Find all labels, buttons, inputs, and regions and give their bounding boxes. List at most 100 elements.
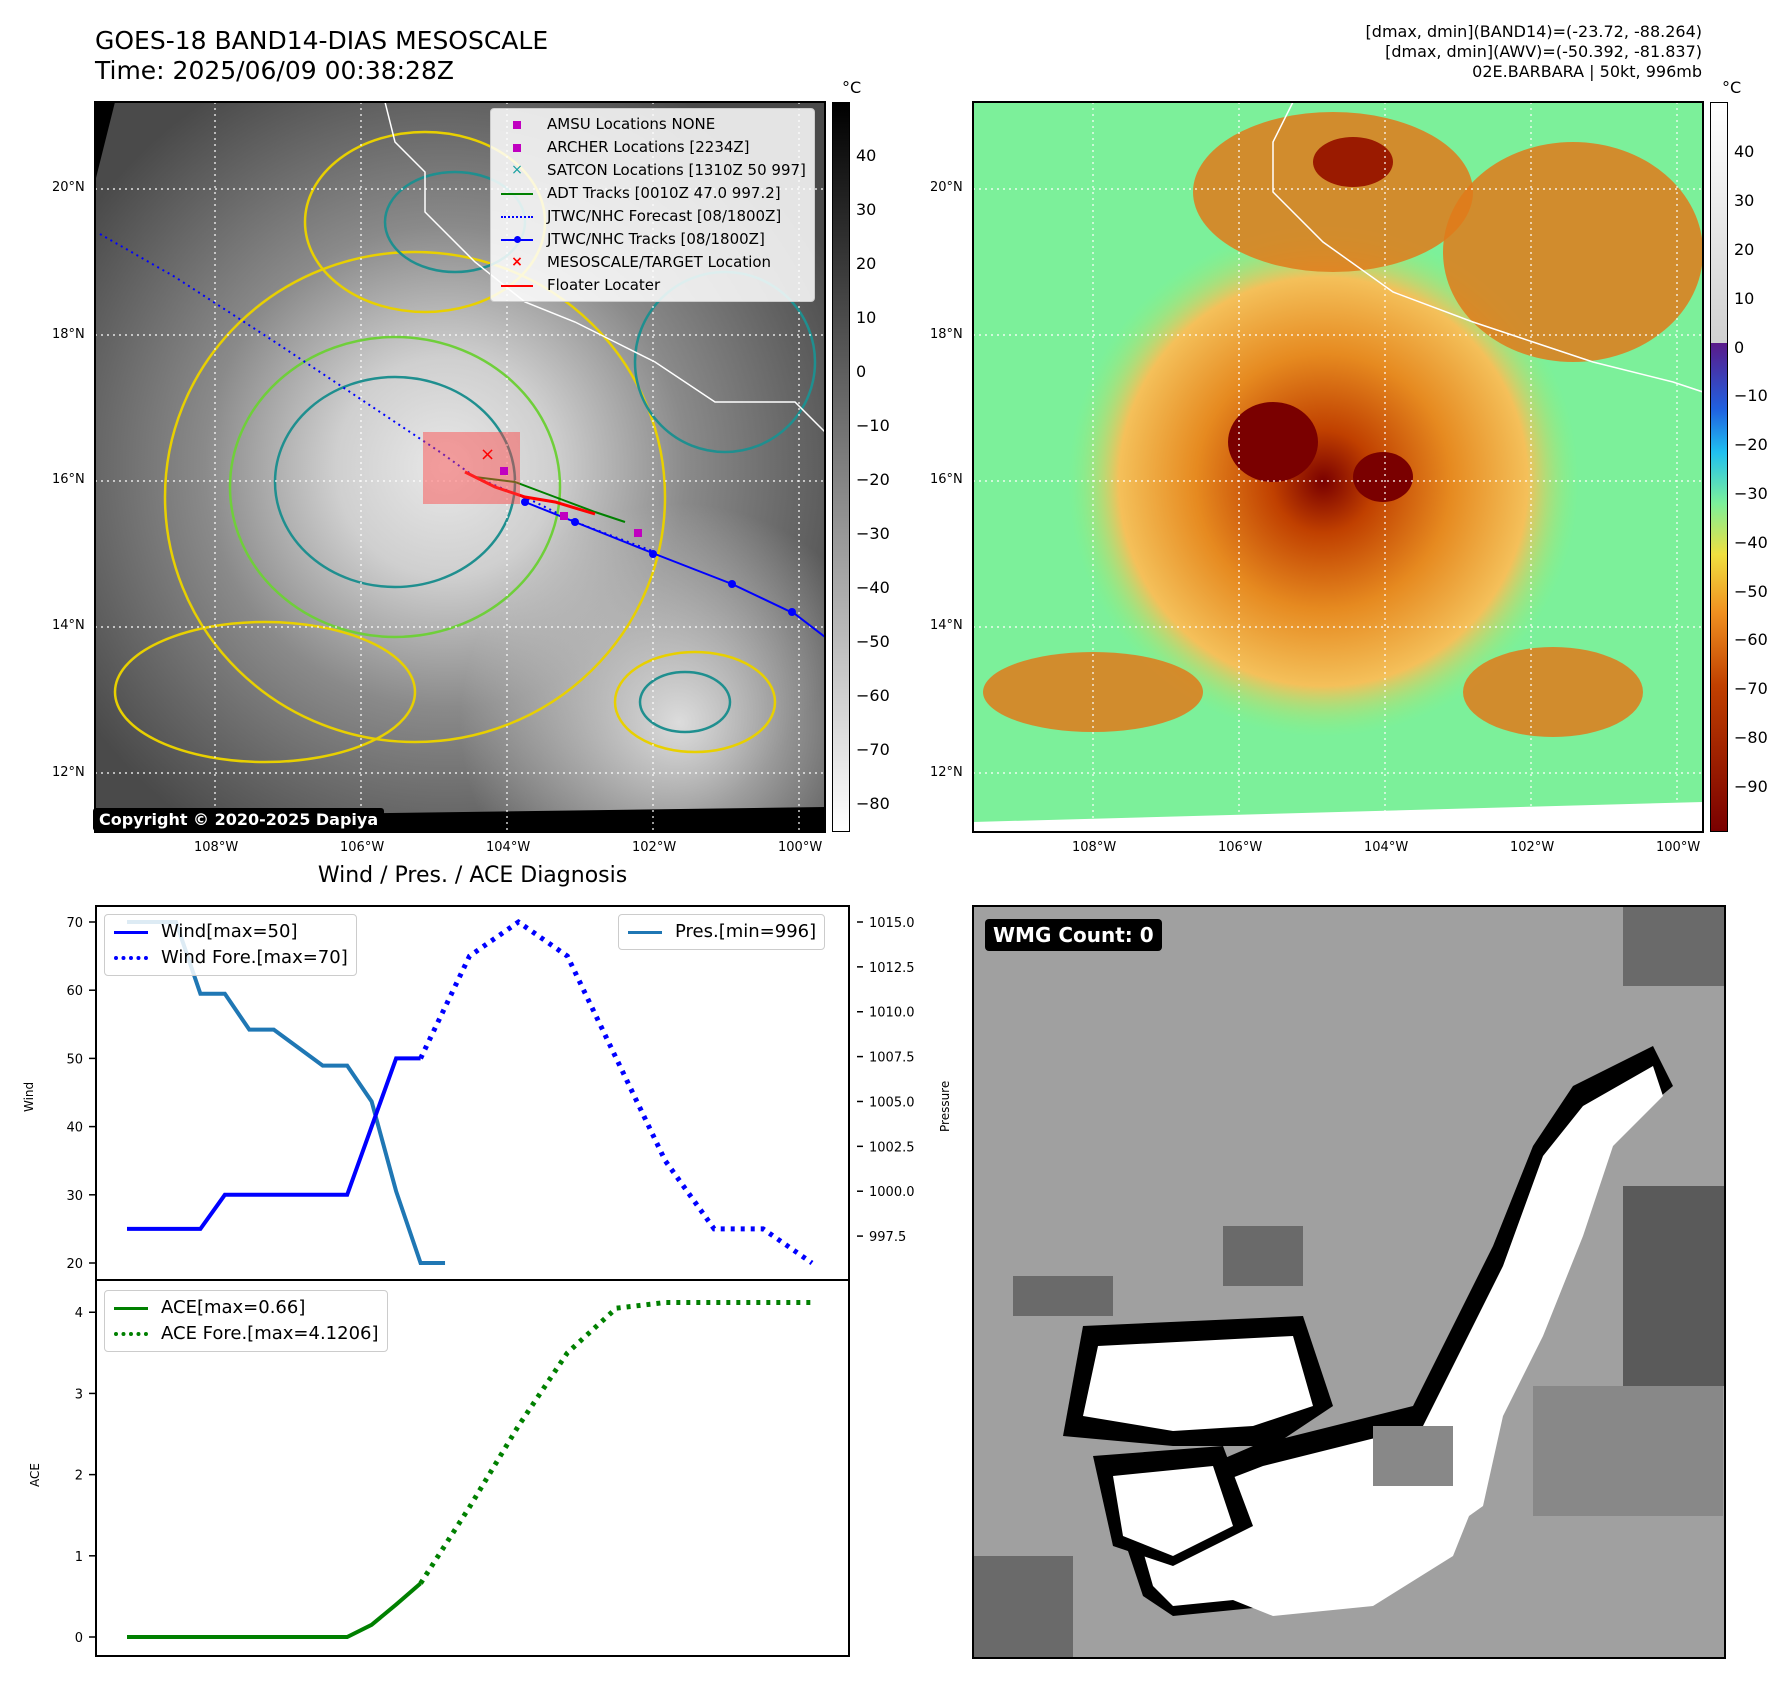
lon-label: 102°W: [632, 840, 677, 855]
wind-series-line: [127, 1056, 421, 1231]
colorbar-tick: −60: [1734, 630, 1768, 649]
legend-label: MESOSCALE/TARGET Location: [547, 253, 772, 271]
square-marker-icon: [499, 120, 535, 129]
legend-label: ARCHER Locations [2234Z]: [547, 138, 750, 156]
ace-tick-label: 4: [75, 1306, 83, 1321]
colorbar-tick: −70: [1734, 679, 1768, 698]
wind-legend: Wind[max=50] Wind Fore.[max=70]: [104, 914, 357, 976]
colorbar-tick: −50: [1734, 582, 1768, 601]
solid-line-icon: [113, 1306, 149, 1310]
colorbar-tick: 0: [856, 362, 867, 381]
colorbar-tick: −20: [856, 470, 890, 489]
ace-tick-label: 0: [75, 1631, 83, 1646]
dotted-line-icon: [113, 956, 149, 960]
lon-label: 106°W: [1218, 840, 1263, 855]
legend-label: ACE Fore.[max=4.1206]: [161, 1323, 379, 1344]
pressure-tick-label: 1002.5: [869, 1140, 915, 1155]
wind-tick-label: 40: [66, 1121, 83, 1136]
colorbar-tick: −20: [1734, 435, 1768, 454]
ace-series-line: [127, 1581, 422, 1639]
legend-row-pressure: Pres.[min=996]: [627, 919, 816, 945]
copyright-label: Copyright © 2020-2025 Dapiya: [93, 808, 385, 831]
dotted-line-icon: [499, 215, 535, 218]
colorbar-tick: 10: [1734, 289, 1755, 308]
colorbar-tick: −60: [856, 686, 890, 705]
legend-label: Wind Fore.[max=70]: [161, 947, 348, 968]
wind-tick-label: 30: [66, 1189, 83, 1204]
legend-label: ACE[max=0.66]: [161, 1297, 306, 1318]
colorbar-tick: 20: [856, 254, 877, 273]
colorbar-tick: −30: [856, 524, 890, 543]
lat-label: 20°N: [52, 180, 85, 195]
lon-label: 104°W: [486, 840, 531, 855]
colorbar-tick: −30: [1734, 484, 1768, 503]
legend-label: Wind[max=50]: [161, 921, 298, 942]
colorbar-tick: −10: [856, 416, 890, 435]
colorbar-tick: −80: [856, 794, 890, 813]
wind-tick-label: 50: [66, 1052, 83, 1067]
right-colorbar: [1710, 102, 1728, 832]
meta-storm: 02E.BARBARA | 50kt, 996mb: [1472, 62, 1702, 81]
right-map-frame: [972, 101, 1704, 833]
legend-label: AMSU Locations NONE: [547, 115, 716, 133]
legend-label: JTWC/NHC Forecast [08/1800Z]: [547, 207, 782, 225]
colorbar-tick: −70: [856, 740, 890, 759]
square-marker-icon: [499, 143, 535, 152]
legend-row-archer: ARCHER Locations [2234Z]: [499, 136, 806, 159]
wind-tick-label: 60: [66, 984, 83, 999]
lat-label: 16°N: [52, 472, 85, 487]
left-colorbar: [832, 102, 850, 832]
lat-label: 16°N: [930, 472, 963, 487]
lon-label: 100°W: [778, 840, 823, 855]
pressure-tick-label: 1010.0: [869, 1006, 915, 1021]
solid-line-icon: [113, 930, 149, 934]
svg-text:×: ×: [480, 444, 495, 465]
legend-row-tracks: JTWC/NHC Tracks [08/1800Z]: [499, 228, 806, 251]
colorbar-unit: °C: [1722, 78, 1742, 97]
lon-label: 108°W: [1072, 840, 1117, 855]
colorbar-tick: −90: [1734, 777, 1768, 796]
wind-tick-label: 70: [66, 916, 83, 931]
pressure-tick-label: 1007.5: [869, 1051, 915, 1066]
legend-label: Pres.[min=996]: [675, 921, 817, 942]
legend-row-adt: ADT Tracks [0010Z 47.0 997.2]: [499, 182, 806, 205]
ace-tick-label: 2: [75, 1469, 83, 1484]
colorbar-unit: °C: [842, 78, 862, 97]
lon-label: 102°W: [1510, 840, 1555, 855]
right-map-image: [973, 101, 1704, 832]
left-map-legend: AMSU Locations NONE ARCHER Locations [22…: [490, 108, 815, 302]
legend-label: Floater Locater: [547, 276, 661, 294]
x-marker-icon: ×: [511, 254, 523, 270]
legend-row-target: × MESOSCALE/TARGET Location: [499, 251, 806, 274]
colorbar-tick: 30: [1734, 191, 1755, 210]
legend-row-wind-fore: Wind Fore.[max=70]: [113, 945, 348, 971]
pressure-legend: Pres.[min=996]: [618, 914, 826, 950]
ace-tick-label: 3: [75, 1387, 83, 1402]
colorbar-tick: −40: [856, 578, 890, 597]
legend-row-ace-fore: ACE Fore.[max=4.1206]: [113, 1321, 379, 1347]
meta-band14: [dmax, dmin](BAND14)=(-23.72, -88.264): [1365, 22, 1702, 41]
page-timestamp: Time: 2025/06/09 00:38:28Z: [95, 56, 454, 85]
x-marker-icon: ×: [511, 162, 523, 178]
colorbar-tick: −80: [1734, 728, 1768, 747]
legend-row-amsu: AMSU Locations NONE: [499, 113, 806, 136]
pressure-tick-label: 1012.5: [869, 961, 915, 976]
colorbar-tick: 20: [1734, 240, 1755, 259]
wind-forecast-series-line: [418, 918, 814, 1266]
colorbar-tick: 40: [856, 146, 877, 165]
meta-awv: [dmax, dmin](AWV)=(-50.392, -81.837): [1385, 42, 1702, 61]
pressure-tick-label: 1000.0: [869, 1185, 915, 1200]
colorbar-tick: −50: [856, 632, 890, 651]
solid-line-icon: [499, 284, 535, 287]
pressure-tick-label: 1005.0: [869, 1095, 915, 1110]
legend-label: SATCON Locations [1310Z 50 997]: [547, 161, 806, 179]
lat-label: 12°N: [52, 765, 85, 780]
lat-label: 14°N: [930, 618, 963, 633]
lon-label: 108°W: [194, 840, 239, 855]
colorbar-tick: 40: [1734, 142, 1755, 161]
pressure-tick-label: 1015.0: [869, 916, 915, 931]
wmg-count-badge: WMG Count: 0: [985, 919, 1162, 951]
diag-title: Wind / Pres. / ACE Diagnosis: [317, 863, 628, 888]
ace-legend: ACE[max=0.66] ACE Fore.[max=4.1206]: [104, 1290, 388, 1352]
